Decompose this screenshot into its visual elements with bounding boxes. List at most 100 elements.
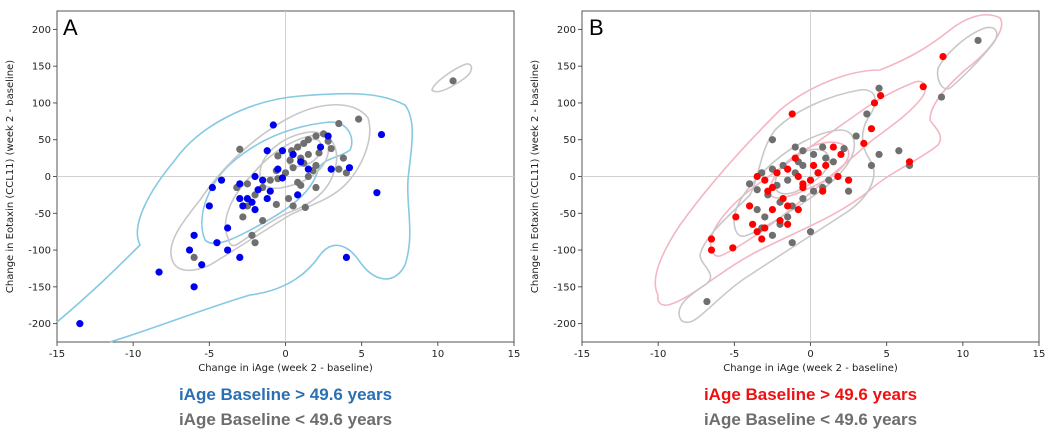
panel-b-y-tick-label: 100 — [557, 98, 576, 109]
panel-b-point-gray — [844, 187, 853, 195]
panel-b: -15 -10 -5 0 5 10 15-200-150-100-5005010015020… — [530, 10, 1046, 374]
panel-b-legend-high: iAge Baseline > 49.6 years — [703, 385, 918, 404]
panel-a-point-gray — [289, 202, 297, 210]
panel-a-point-blue — [304, 165, 312, 173]
panel-b-point-red — [753, 228, 761, 236]
panel-b-point-gray — [819, 143, 827, 151]
panel-b-point-red — [939, 53, 947, 61]
panel-b-point-red — [919, 83, 927, 91]
panel-a-point-gray — [248, 231, 256, 239]
panel-b-point-red — [834, 172, 842, 181]
panel-b-x-tick-label: 15 — [1033, 349, 1046, 360]
panel-b-point-red — [753, 172, 761, 181]
panel-a-contour-outlier-gray — [431, 63, 473, 93]
panel-b-contour-outer-gray — [678, 89, 876, 324]
panel-a-point-gray — [335, 165, 343, 173]
panel-b-point-red — [837, 150, 845, 159]
panel-b-letter: B — [589, 15, 604, 40]
panel-a-point-gray — [284, 194, 293, 203]
panel-b-point-gray — [825, 176, 833, 184]
panel-b-point-red — [794, 172, 802, 181]
panel-b-point-red — [876, 91, 885, 100]
panel-b-point-gray — [703, 297, 711, 306]
panel-b-point-gray — [799, 147, 807, 155]
panel-b-x-tick-label: 0 — [807, 349, 813, 360]
panel-b-y-tick-label: 50 — [563, 135, 576, 146]
panel-a-point-gray — [251, 239, 259, 247]
panel-b-point-red — [745, 202, 754, 210]
panel-a-point-blue — [274, 165, 282, 173]
panel-a-point-gray — [239, 213, 247, 221]
panel-b-x-tick-label: -5 — [729, 349, 739, 360]
panel-a-point-blue — [190, 283, 198, 291]
panel-b-contour-mid-gray — [733, 129, 856, 237]
panel-b-point-gray — [799, 194, 807, 203]
panel-b-y-tick-label: -100 — [553, 246, 576, 257]
panel-b-point-red — [707, 246, 716, 254]
panel-b-point-red — [784, 220, 792, 228]
panel-b-x-tick-label: 5 — [883, 349, 889, 360]
panel-a-x-tick-label: 15 — [508, 349, 521, 360]
panel-a-point-blue — [190, 231, 198, 239]
panel-a-point-gray — [266, 176, 274, 184]
panel-a-point-blue — [236, 180, 244, 188]
panel-a-point-blue — [263, 147, 271, 155]
panel-a: -15 -10 -5 0 5 10 15-200-150-100-5005010015020… — [5, 10, 521, 374]
panel-a-point-blue — [327, 165, 335, 173]
panel-b-point-red — [784, 165, 792, 173]
panel-b-point-red — [788, 110, 796, 118]
panel-a-points — [76, 77, 457, 328]
panel-b-point-red — [784, 202, 792, 210]
panel-a-point-blue — [239, 202, 247, 210]
panel-a-point-blue — [294, 191, 302, 199]
panel-b-point-red — [822, 161, 830, 170]
panel-a-point-blue — [185, 246, 194, 254]
panel-b-points — [703, 36, 982, 306]
panel-b-point-red — [844, 176, 853, 184]
panel-a-y-tick-label: 50 — [38, 135, 51, 146]
panel-b-point-red — [870, 99, 879, 107]
panel-a-point-gray — [300, 139, 308, 147]
panel-a-x-tick-label: 5 — [358, 349, 364, 360]
panel-b-legend-low: iAge Baseline < 49.6 years — [703, 410, 918, 429]
panel-a-legend: iAge Baseline > 49.6 years iAge Baseline… — [57, 382, 514, 432]
panel-a-y-tick-label: 200 — [32, 25, 51, 36]
panel-b-x-tick-label: -15 — [574, 349, 590, 360]
panel-b-point-gray — [937, 93, 946, 101]
panel-a-point-blue — [236, 253, 244, 262]
panel-b-point-red — [814, 169, 822, 177]
panel-b-point-gray — [852, 132, 860, 140]
panel-b-point-gray — [875, 84, 883, 92]
panel-a-point-gray — [355, 115, 363, 123]
panel-a-point-gray — [297, 181, 305, 189]
panel-b-point-red — [799, 183, 807, 192]
panel-b-point-red — [905, 158, 914, 166]
panel-b-point-gray — [875, 150, 883, 159]
panel-a-y-tick-label: 0 — [45, 172, 51, 183]
panel-b-point-gray — [784, 176, 792, 184]
panel-b-point-red — [779, 194, 787, 203]
panel-a-point-blue — [278, 147, 287, 155]
panel-b-point-gray — [863, 110, 871, 118]
panel-a-point-gray — [289, 164, 297, 172]
panel-b-point-gray — [974, 36, 982, 45]
panel-a-legend-high: iAge Baseline > 49.6 years — [178, 385, 393, 404]
panel-a-point-blue — [213, 239, 221, 247]
panel-b-point-red — [761, 224, 769, 232]
panel-b-contour-outer-pink — [654, 14, 1003, 306]
panel-a-point-blue — [345, 164, 354, 172]
panel-a-x-tick-label: 10 — [431, 349, 444, 360]
panel-a-point-gray — [324, 137, 332, 145]
panel-a-point-blue — [217, 176, 226, 184]
panel-b-point-gray — [753, 186, 761, 194]
panel-a-y-tick-label: -50 — [35, 209, 51, 220]
panel-a-letter: A — [63, 15, 78, 40]
panel-a-point-blue — [377, 130, 386, 139]
panel-a-y-tick-label: 100 — [32, 98, 51, 109]
panel-a-point-blue — [243, 194, 252, 203]
panel-b-point-red — [819, 187, 827, 195]
panel-a-point-gray — [301, 203, 309, 211]
panel-a-point-gray — [294, 143, 302, 151]
panel-b-point-gray — [822, 154, 830, 162]
panel-b-point-gray — [768, 231, 777, 239]
